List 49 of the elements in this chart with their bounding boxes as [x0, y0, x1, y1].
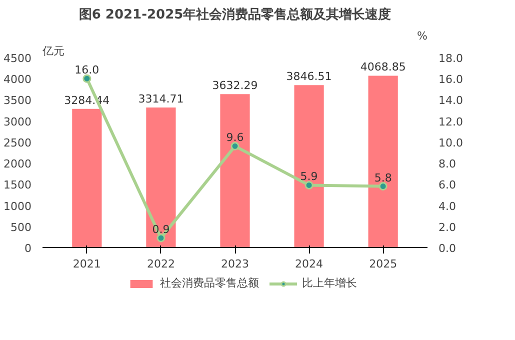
point	[82, 74, 92, 83]
y-tick-label: 4500	[4, 52, 32, 65]
data-label: 16.0	[74, 64, 100, 77]
y2-tick-label: 2.0	[438, 220, 456, 234]
data-label: 5.8	[374, 171, 392, 184]
x-tick-label: 2025	[369, 258, 398, 270]
bar	[72, 108, 102, 248]
bar	[220, 94, 250, 248]
y2-axis-title: %	[417, 30, 428, 42]
y2-tick-label: 4.0	[438, 200, 456, 213]
chart-title: 图6 2021-2025年社会消费品零售总额及其增长速度	[78, 6, 392, 22]
y2-tick-label: 12.0	[438, 115, 463, 128]
y-tick-label: 3000	[4, 115, 32, 128]
x-tick-label: 2021	[72, 258, 101, 270]
data-label: 3632.29	[212, 79, 258, 92]
bar	[368, 76, 398, 248]
data-label: 3846.51	[286, 70, 332, 84]
x-tick-label: 2023	[221, 258, 250, 270]
y-tick-label: 1500	[4, 178, 32, 192]
y2-tick-label: 18.0	[438, 52, 463, 65]
point	[230, 142, 240, 150]
data-label: 0.9	[152, 223, 170, 236]
y-tick-label: 3500	[4, 94, 32, 108]
point	[378, 182, 388, 191]
legend-label: 比上年增长	[302, 276, 357, 290]
y-axis-title: 亿元	[42, 44, 64, 58]
bar	[294, 85, 324, 248]
data-label: 3314.71	[138, 92, 184, 106]
y-tick-label: 2000	[4, 158, 32, 171]
y2-tick-label: 10.0	[438, 136, 463, 150]
y-tick-label: 0	[24, 242, 32, 255]
y-tick-label: 4000	[4, 73, 32, 86]
y-tick-label: 1000	[4, 200, 32, 213]
x-tick-label: 2024	[295, 258, 324, 270]
data-label: 5.9	[300, 170, 318, 184]
point	[156, 234, 166, 242]
y2-tick-label: 0.0	[438, 242, 456, 255]
y-tick-label: 500	[10, 220, 32, 234]
y2-tick-label: 6.0	[438, 178, 456, 192]
bar	[146, 108, 176, 248]
point	[304, 180, 314, 190]
legend-label: 社会消费品零售总额	[160, 276, 259, 290]
data-label: 9.6	[226, 131, 244, 144]
y-tick-label: 2500	[4, 136, 32, 150]
y2-tick-label: 8.0	[438, 158, 456, 171]
x-tick-label: 2022	[146, 258, 175, 270]
y2-tick-label: 14.0	[438, 94, 463, 108]
y2-tick-label: 16.0	[438, 73, 463, 86]
data-label: 4068.85	[360, 60, 406, 74]
